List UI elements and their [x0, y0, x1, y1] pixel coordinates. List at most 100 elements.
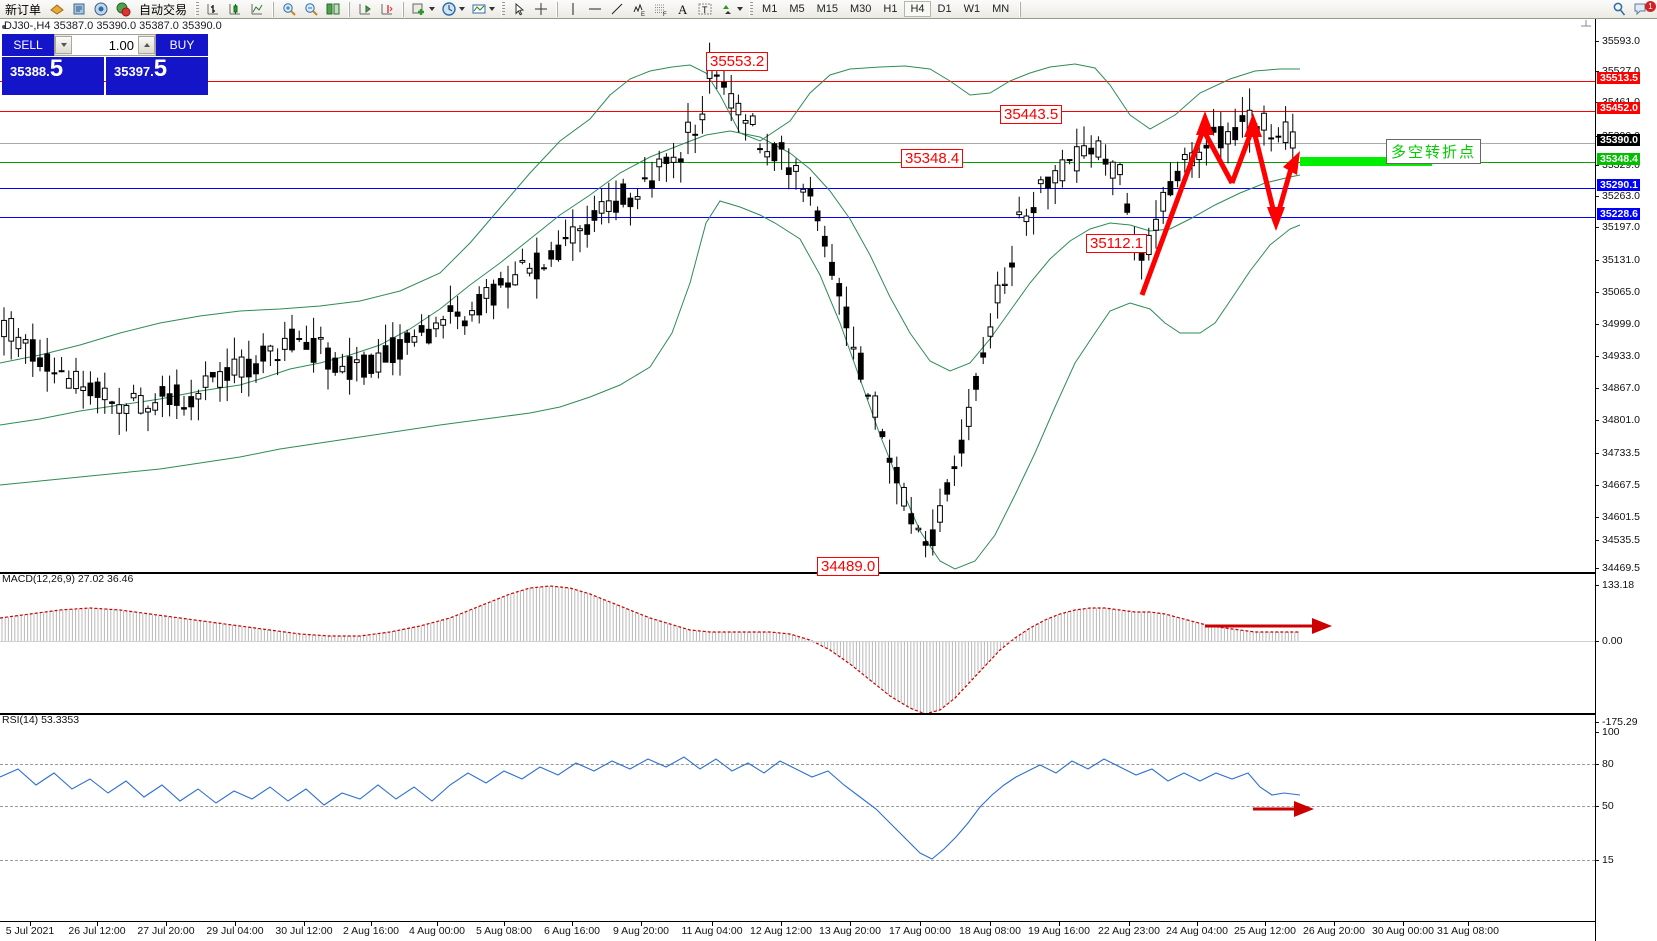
alerts-icon[interactable]: 1: [1630, 0, 1657, 18]
anno-res-35443[interactable]: 35443.5: [1000, 105, 1063, 124]
timeframe-m1[interactable]: M1: [762, 3, 778, 15]
time-tick: [990, 922, 991, 926]
candlestick-chart-icon[interactable]: [224, 0, 246, 18]
new-order-button[interactable]: 新订单: [0, 0, 46, 18]
price-tick-35593-0: 35593.0: [1596, 35, 1640, 47]
price-marker-35228-6[interactable]: 35228.6: [1597, 208, 1640, 220]
cursor-icon[interactable]: [508, 0, 530, 18]
timeframe-h1[interactable]: H1: [883, 3, 898, 15]
chart-window[interactable]: DJ30-,H4 35387.0 35390.0 35387.0 35390.0: [0, 19, 1657, 941]
anno-low-34489[interactable]: 34489.0: [817, 557, 880, 576]
candle-body: [1, 319, 7, 338]
fibonacci-icon[interactable]: F: [650, 0, 672, 18]
periods-icon[interactable]: [438, 0, 468, 18]
auto-scroll-icon[interactable]: [376, 0, 398, 18]
arrows-dropdown-caret[interactable]: [737, 7, 744, 11]
time-label: 2 Aug 16:00: [342, 925, 400, 937]
news-icon[interactable]: [68, 0, 90, 18]
green-support-zone[interactable]: [1300, 157, 1432, 166]
toolbar-grip-3[interactable]: [749, 1, 754, 17]
sell-button[interactable]: SELL: [2, 34, 54, 56]
price-pane[interactable]: [0, 33, 1595, 572]
auto-trading-button[interactable]: 自动交易: [134, 0, 192, 18]
candle-body: [375, 352, 382, 373]
candle-body: [785, 167, 792, 176]
anno-high-35553[interactable]: 35553.2: [706, 52, 769, 71]
timeframe-m5[interactable]: M5: [789, 3, 805, 15]
candle-body: [267, 345, 274, 352]
rsi-tick-15: 15: [1596, 854, 1614, 866]
candle-body: [80, 386, 87, 391]
price-marker-35452-0[interactable]: 35452.0: [1597, 102, 1640, 114]
crosshair-icon[interactable]: [530, 0, 552, 18]
buy-price[interactable]: 35397 . 5: [106, 57, 208, 95]
vertical-line-icon[interactable]: [562, 0, 584, 18]
timeframe-m30[interactable]: M30: [850, 3, 872, 15]
signals-icon[interactable]: [90, 0, 112, 18]
toolbar-grip-1[interactable]: [195, 1, 200, 17]
one-click-trading-panel[interactable]: SELL 1.00 BUY 35388 . 5 35397 .: [2, 34, 208, 95]
price-marker-35390-0[interactable]: 35390.0: [1597, 134, 1640, 146]
anno-cn-turning-point[interactable]: 多空转折点: [1386, 139, 1482, 164]
timeframe-w1[interactable]: W1: [963, 3, 981, 15]
candle-body: [915, 527, 922, 531]
chart-scroll-handle[interactable]: [1581, 20, 1591, 28]
buy-button[interactable]: BUY: [156, 34, 208, 56]
candle-body: [195, 392, 202, 400]
new-order-label: 新订单: [5, 2, 42, 17]
text-label-icon[interactable]: T: [694, 0, 716, 18]
horizontal-line-icon[interactable]: [584, 0, 606, 18]
trendline-icon[interactable]: [606, 0, 628, 18]
candle-body: [469, 310, 475, 316]
periods-dropdown-caret[interactable]: [459, 7, 466, 11]
arrows-icon[interactable]: [716, 0, 746, 18]
templates-dropdown-caret[interactable]: [489, 7, 496, 11]
pane-separator-price-macd[interactable]: [0, 572, 1595, 574]
indicators-icon[interactable]: [408, 0, 438, 18]
price-marker-35290-1[interactable]: 35290.1: [1597, 179, 1640, 191]
price-marker-35513-5[interactable]: 35513.5: [1597, 72, 1640, 84]
candle-body: [1059, 159, 1066, 182]
buy-price-separator: .: [150, 64, 154, 79]
chart-shift-icon[interactable]: [354, 0, 376, 18]
bar-chart-icon[interactable]: [202, 0, 224, 18]
tile-windows-icon[interactable]: [322, 0, 344, 18]
timeframe-h4[interactable]: H4: [904, 1, 931, 17]
candle-body: [692, 133, 699, 136]
time-label: 17 Aug 00:00: [889, 925, 951, 937]
templates-icon[interactable]: [468, 0, 498, 18]
rsi-pane[interactable]: RSI(14) 53.3353: [0, 715, 1595, 920]
price-scale[interactable]: 35593.035527.035461.035390.035329.035263…: [1595, 19, 1657, 941]
time-tick: [1197, 922, 1198, 926]
rsi-indicator-label[interactable]: RSI(14) 53.3353: [2, 715, 80, 726]
volume-decrease-button[interactable]: [55, 36, 72, 54]
timeframe-m15[interactable]: M15: [816, 3, 838, 15]
indicators-dropdown-caret[interactable]: [429, 7, 436, 11]
volume-input[interactable]: 1.00: [72, 35, 138, 55]
time-scale[interactable]: 5 Jul 2021 26 Jul 12:00 27 Jul 20:00 29 Jul…: [0, 921, 1595, 941]
macd-pane[interactable]: MACD(12,26,9) 27.02 36.46: [0, 574, 1595, 713]
volume-increase-button[interactable]: [138, 36, 155, 54]
zoom-in-icon[interactable]: [278, 0, 300, 18]
candle-body: [994, 284, 1001, 304]
macd-indicator-label[interactable]: MACD(12,26,9) 27.02 36.46: [2, 574, 134, 585]
candle-body: [1030, 207, 1037, 214]
elliott-wave-icon[interactable]: E: [628, 0, 650, 18]
toolbar-grip-2[interactable]: [501, 1, 506, 17]
zoom-out-icon[interactable]: [300, 0, 322, 18]
price-marker-35348-4[interactable]: 35348.4: [1597, 153, 1640, 165]
anno-mid-35348[interactable]: 35348.4: [901, 149, 964, 168]
pane-separator-macd-rsi[interactable]: [0, 713, 1595, 715]
anno-low-35112[interactable]: 35112.1: [1086, 234, 1148, 253]
line-chart-icon[interactable]: [246, 0, 268, 18]
search-icon[interactable]: [1608, 0, 1630, 18]
sell-price[interactable]: 35388 . 5: [2, 57, 104, 95]
volume-stepper[interactable]: 1.00: [54, 34, 156, 56]
profile-icon[interactable]: [46, 0, 68, 18]
timeframe-d1[interactable]: D1: [937, 3, 952, 15]
text-icon[interactable]: A: [672, 0, 694, 18]
auto-trading-icon[interactable]: [112, 0, 134, 18]
candle-body: [22, 339, 29, 344]
candle-body: [929, 529, 936, 547]
timeframe-mn[interactable]: MN: [992, 3, 1010, 15]
